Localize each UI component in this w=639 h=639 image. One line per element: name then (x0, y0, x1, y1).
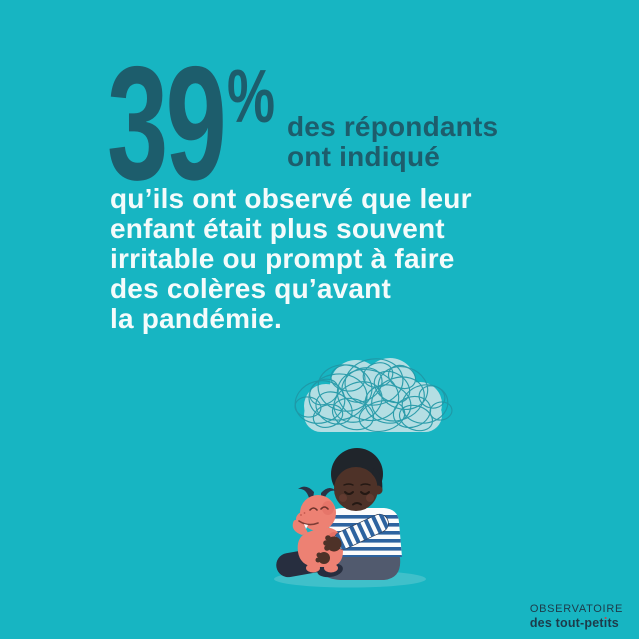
message-line: des colères qu’avant (110, 273, 392, 304)
observatoire-logo: OBSERVATOIRE des tout-petıts (530, 603, 623, 630)
message-line: la pandémie. (110, 303, 283, 334)
frown-mouth (352, 502, 362, 506)
hand (326, 536, 342, 552)
child-arm (315, 512, 390, 564)
message-line: irritable ou prompt à faire (110, 243, 455, 274)
message-text: qu’ils ont observé que leur enfant était… (110, 184, 472, 334)
closed-eye (360, 491, 370, 495)
cloud-scribbles (294, 358, 453, 433)
stat-lead-line: des répondants (287, 111, 499, 142)
dino-smile (298, 520, 319, 526)
logo-line-1: OBSERVATOIRE (529, 603, 623, 615)
blush (366, 494, 374, 502)
red-dot-i: ı (603, 616, 608, 630)
dino-closed-eye (309, 507, 318, 511)
message-line: enfant était plus souvent (110, 213, 445, 244)
stat-lead: des répondants ont indiqué (287, 112, 498, 172)
message-line: qu’ils ont observé que leur (110, 183, 472, 214)
scribble-cloud-illustration (294, 358, 453, 433)
dino-tooth (304, 524, 308, 529)
dino-horn (298, 486, 314, 499)
stat-number: 39 (107, 33, 227, 214)
blush (339, 494, 347, 502)
closed-eye (344, 491, 354, 495)
dino-horn (321, 487, 336, 498)
stat-lead-line: ont indiqué (287, 141, 441, 172)
dino-closed-eye (320, 506, 329, 510)
logo-line-2: des tout-petıts (529, 616, 619, 630)
stat-percent-sign: % (227, 54, 276, 138)
child-head (331, 448, 383, 511)
child-with-dinosaur-illustration (274, 448, 426, 588)
